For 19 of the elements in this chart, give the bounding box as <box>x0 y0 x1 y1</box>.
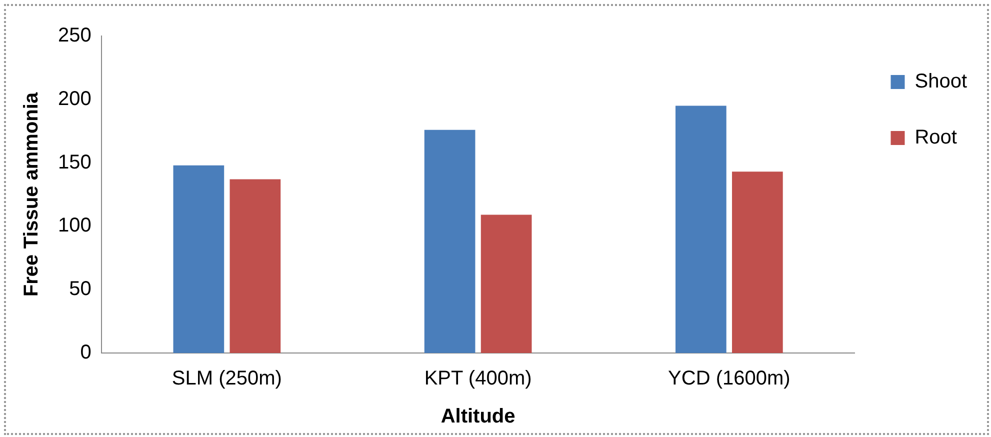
x-tick-label: YCD (1600m) <box>668 368 790 390</box>
x-tick-label: KPT (400m) <box>424 368 532 390</box>
legend-label: Root <box>914 126 958 149</box>
bar <box>732 172 783 353</box>
y-tick-label: 100 <box>58 214 92 237</box>
y-tick-label: 250 <box>58 24 92 47</box>
bar <box>480 214 532 353</box>
x-tick-label: SLM (250m) <box>172 368 282 390</box>
y-tick-label: 200 <box>58 88 92 110</box>
bar <box>424 130 476 353</box>
x-axis-title: Altitude <box>440 406 516 428</box>
bar <box>675 106 726 353</box>
y-tick-label: 150 <box>58 151 92 174</box>
y-tick-label: 50 <box>69 278 92 300</box>
legend-label: Shoot <box>914 70 968 93</box>
bar <box>173 165 224 353</box>
y-axis-title: Free Tissue ammonia <box>20 92 43 297</box>
y-tick-label: 0 <box>80 342 92 364</box>
bar <box>230 179 281 353</box>
